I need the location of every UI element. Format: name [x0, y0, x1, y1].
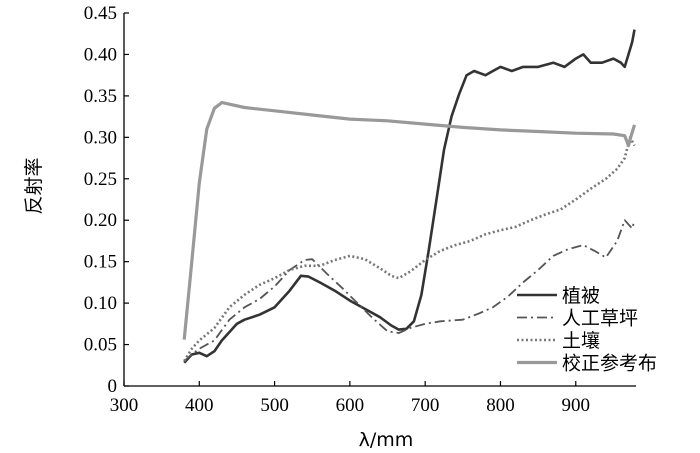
x-tick-label: 900 [562, 395, 591, 416]
plot-area [182, 29, 637, 364]
y-tick-label: 0.30 [84, 127, 117, 148]
y-tick-label: 0.10 [84, 293, 117, 314]
y-tick-label: 0.45 [84, 3, 117, 24]
y-axis-label: 反射率 [23, 157, 45, 214]
series-line-2 [183, 219, 636, 362]
y-tick-label: 0.05 [84, 335, 117, 356]
x-axis-label: λ/mm [359, 429, 414, 451]
legend-label-4: 校正参考布 [562, 353, 657, 375]
y-tick-label: 0 [108, 376, 118, 397]
y-tick-label: 0.40 [84, 44, 117, 65]
legend-label-1: 植被 [562, 285, 600, 307]
x-tick-label: 800 [486, 395, 515, 416]
x-tick-label: 700 [411, 395, 440, 416]
y-tick-label: 0.35 [84, 86, 117, 107]
x-tick-label: 600 [336, 395, 365, 416]
legend-label-2: 人工草坪 [562, 308, 638, 330]
x-tick-label: 300 [110, 395, 139, 416]
y-axis-ticks: 0 0.05 0.10 0.15 0.20 0.25 0.30 0.35 0.40 0.45 [84, 3, 129, 397]
series-line-4 [182, 100, 637, 340]
series-line-3 [183, 136, 636, 362]
y-tick-label: 0.15 [84, 252, 117, 273]
y-tick-label: 0.25 [84, 169, 117, 190]
y-tick-label: 0.20 [84, 210, 117, 231]
series-line-1 [183, 29, 636, 364]
x-tick-label: 400 [185, 395, 214, 416]
axes [123, 13, 636, 387]
x-axis-ticks: 300 400 500 600 700 800 900 [110, 381, 590, 416]
legend-label-3: 土壤 [562, 330, 600, 352]
x-tick-label: 500 [260, 395, 289, 416]
